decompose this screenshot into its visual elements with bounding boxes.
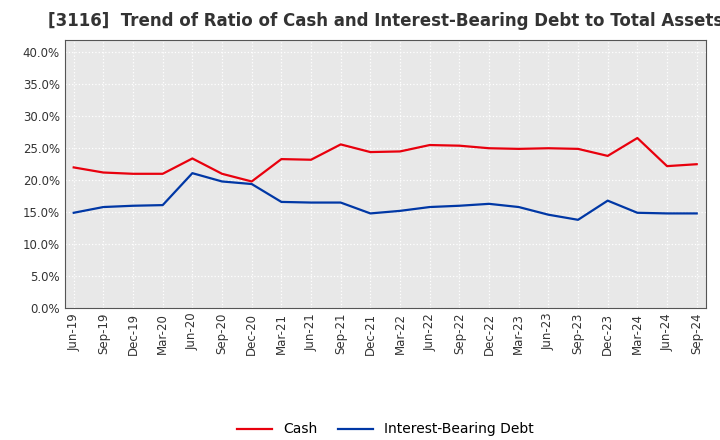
Cash (307, 157, 315, 162)
Interest-Bearing Debt (426, 205, 434, 210)
Cash (574, 146, 582, 151)
Cash (129, 171, 138, 176)
Cash (277, 157, 286, 162)
Interest-Bearing Debt (248, 181, 256, 187)
Cash (455, 143, 464, 148)
Cash (217, 171, 226, 176)
Interest-Bearing Debt (217, 179, 226, 184)
Interest-Bearing Debt (514, 205, 523, 210)
Interest-Bearing Debt (277, 199, 286, 205)
Interest-Bearing Debt (662, 211, 671, 216)
Interest-Bearing Debt (693, 211, 701, 216)
Interest-Bearing Debt (366, 211, 374, 216)
Cash (158, 171, 167, 176)
Line: Interest-Bearing Debt: Interest-Bearing Debt (73, 173, 697, 220)
Interest-Bearing Debt (99, 205, 108, 210)
Interest-Bearing Debt (307, 200, 315, 205)
Interest-Bearing Debt (603, 198, 612, 203)
Legend: Cash, Interest-Bearing Debt: Cash, Interest-Bearing Debt (231, 417, 539, 440)
Cash (99, 170, 108, 175)
Cash (485, 146, 493, 151)
Cash (693, 161, 701, 167)
Interest-Bearing Debt (69, 210, 78, 216)
Interest-Bearing Debt (129, 203, 138, 209)
Title: [3116]  Trend of Ratio of Cash and Interest-Bearing Debt to Total Assets: [3116] Trend of Ratio of Cash and Intere… (48, 12, 720, 30)
Cash (248, 179, 256, 184)
Cash (188, 156, 197, 161)
Interest-Bearing Debt (574, 217, 582, 223)
Interest-Bearing Debt (396, 208, 405, 213)
Cash (662, 164, 671, 169)
Cash (426, 143, 434, 148)
Interest-Bearing Debt (158, 202, 167, 208)
Cash (544, 146, 553, 151)
Cash (603, 153, 612, 158)
Interest-Bearing Debt (544, 212, 553, 217)
Line: Cash: Cash (73, 138, 697, 181)
Cash (514, 146, 523, 151)
Interest-Bearing Debt (633, 210, 642, 216)
Cash (366, 150, 374, 155)
Interest-Bearing Debt (485, 201, 493, 206)
Interest-Bearing Debt (455, 203, 464, 209)
Cash (336, 142, 345, 147)
Cash (69, 165, 78, 170)
Cash (633, 136, 642, 141)
Interest-Bearing Debt (336, 200, 345, 205)
Cash (396, 149, 405, 154)
Interest-Bearing Debt (188, 171, 197, 176)
